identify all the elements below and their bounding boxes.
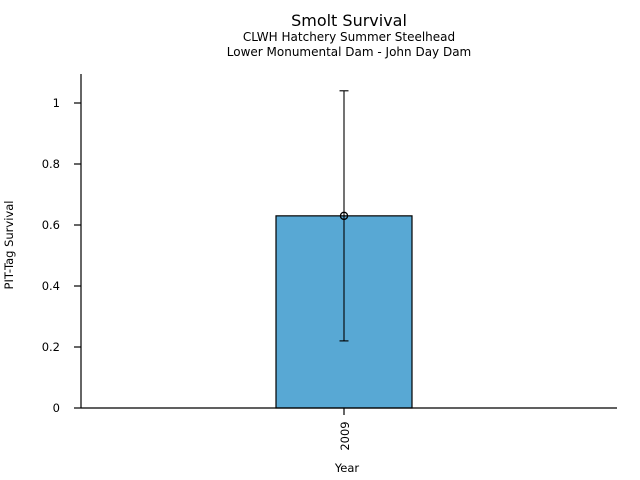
chart-subtitle-line2: Lower Monumental Dam - John Day Dam: [226, 44, 472, 59]
y-tick-label: 0.4: [42, 279, 60, 293]
bar-value-marker: [339, 211, 349, 221]
chart-subtitle-line1: CLWH Hatchery Summer Steelhead: [242, 30, 456, 44]
y-axis-title: PIT-Tag Survival: [2, 201, 16, 290]
chart-title: Smolt Survival: [291, 11, 407, 30]
y-tick-label: 1: [53, 96, 60, 110]
title-block: Smolt Survival CLWH Hatchery Summer Stee…: [81, 11, 617, 59]
x-tick-label-year: 2009: [338, 421, 352, 450]
y-tick-label: 0.8: [42, 157, 60, 171]
y-tick-label: 0.6: [42, 218, 60, 232]
x-axis-title: Year: [334, 461, 360, 475]
y-tick-label: 0.2: [42, 340, 60, 354]
y-tick-label: 0: [53, 401, 60, 415]
